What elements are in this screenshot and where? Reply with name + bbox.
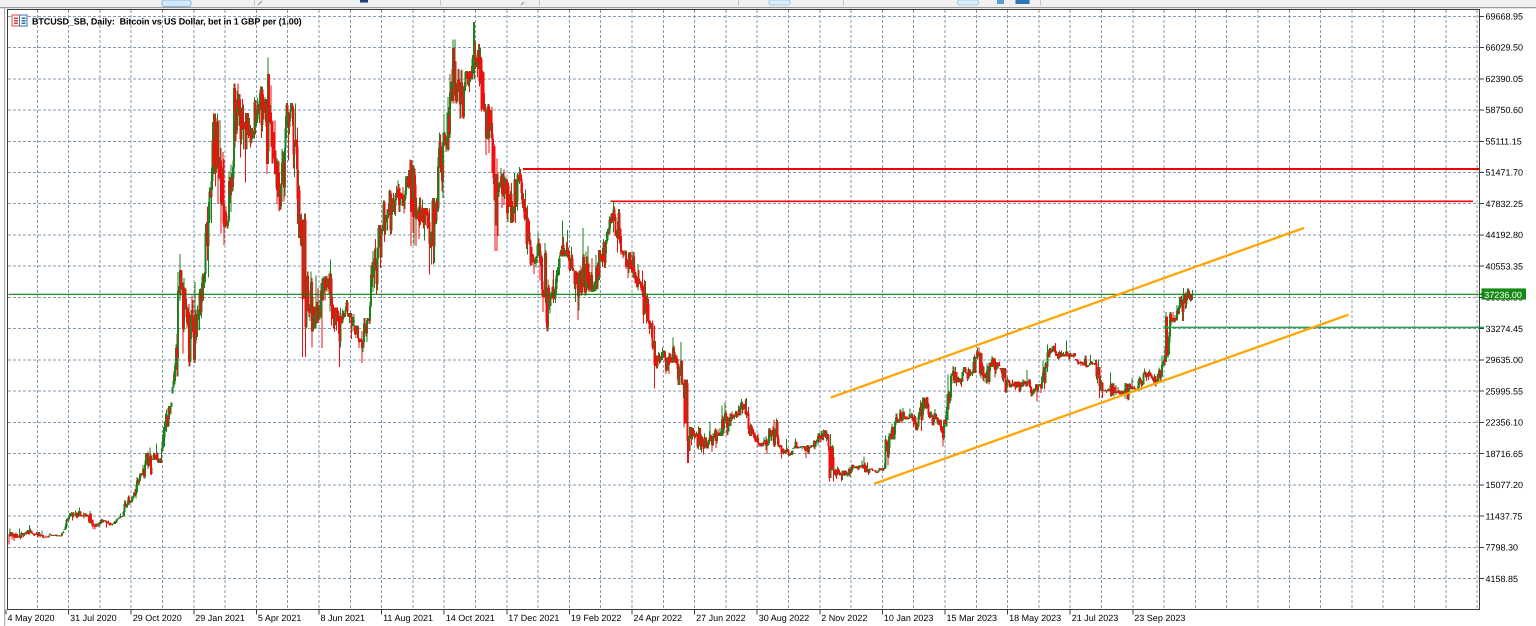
svg-text:30 Aug 2022: 30 Aug 2022 bbox=[759, 613, 810, 623]
svg-text:14 Oct 2021: 14 Oct 2021 bbox=[446, 613, 495, 623]
svg-text:4 May 2020: 4 May 2020 bbox=[8, 613, 55, 623]
svg-text:10 Jan 2023: 10 Jan 2023 bbox=[884, 613, 934, 623]
svg-text:8 Jun 2021: 8 Jun 2021 bbox=[321, 613, 366, 623]
svg-text:18716.65: 18716.65 bbox=[1486, 449, 1524, 459]
svg-text:37236.00: 37236.00 bbox=[1484, 290, 1522, 300]
svg-text:69668.95: 69668.95 bbox=[1486, 12, 1524, 22]
svg-text:29635.00: 29635.00 bbox=[1486, 355, 1524, 365]
svg-text:23 Sep 2023: 23 Sep 2023 bbox=[1134, 613, 1185, 623]
svg-text:24 Apr 2022: 24 Apr 2022 bbox=[634, 613, 683, 623]
svg-text:19 Feb 2022: 19 Feb 2022 bbox=[571, 613, 622, 623]
svg-text:47832.25: 47832.25 bbox=[1486, 199, 1524, 209]
svg-text:18 May 2023: 18 May 2023 bbox=[1009, 613, 1061, 623]
svg-text:51471.70: 51471.70 bbox=[1486, 168, 1524, 178]
svg-text:33274.45: 33274.45 bbox=[1486, 324, 1524, 334]
svg-text:58750.60: 58750.60 bbox=[1486, 105, 1524, 115]
svg-text:62390.05: 62390.05 bbox=[1486, 74, 1524, 84]
svg-text:4158.85: 4158.85 bbox=[1486, 574, 1519, 584]
svg-text:36913.90: 36913.90 bbox=[1486, 293, 1524, 303]
svg-text:31 Jul 2020: 31 Jul 2020 bbox=[70, 613, 117, 623]
svg-text:7798.30: 7798.30 bbox=[1486, 543, 1519, 553]
svg-text:22356.10: 22356.10 bbox=[1486, 418, 1524, 428]
svg-text:15 Mar 2023: 15 Mar 2023 bbox=[947, 613, 998, 623]
svg-text:55111.15: 55111.15 bbox=[1486, 137, 1522, 147]
svg-text:2 Nov 2022: 2 Nov 2022 bbox=[821, 613, 867, 623]
svg-text:17 Dec 2021: 17 Dec 2021 bbox=[508, 613, 559, 623]
svg-text:5 Apr 2021: 5 Apr 2021 bbox=[258, 613, 302, 623]
svg-text:21 Jul 2023: 21 Jul 2023 bbox=[1072, 613, 1119, 623]
svg-text:40553.35: 40553.35 bbox=[1486, 261, 1524, 271]
svg-text:66029.50: 66029.50 bbox=[1486, 43, 1524, 53]
svg-text:11437.75: 11437.75 bbox=[1486, 511, 1523, 521]
svg-text:BTCUSD_SB, Daily: Bitcoin vs: BTCUSD_SB, Daily: Bitcoin vs US Dollar, … bbox=[32, 17, 302, 27]
svg-text:15077.20: 15077.20 bbox=[1486, 480, 1524, 490]
svg-text:11 Aug 2021: 11 Aug 2021 bbox=[383, 613, 433, 623]
svg-text:44192.80: 44192.80 bbox=[1486, 230, 1524, 240]
svg-text:25995.55: 25995.55 bbox=[1486, 386, 1524, 396]
svg-text:27 Jun 2022: 27 Jun 2022 bbox=[696, 613, 746, 623]
svg-text:29 Oct 2020: 29 Oct 2020 bbox=[133, 613, 182, 623]
svg-text:29 Jan 2021: 29 Jan 2021 bbox=[195, 613, 245, 623]
